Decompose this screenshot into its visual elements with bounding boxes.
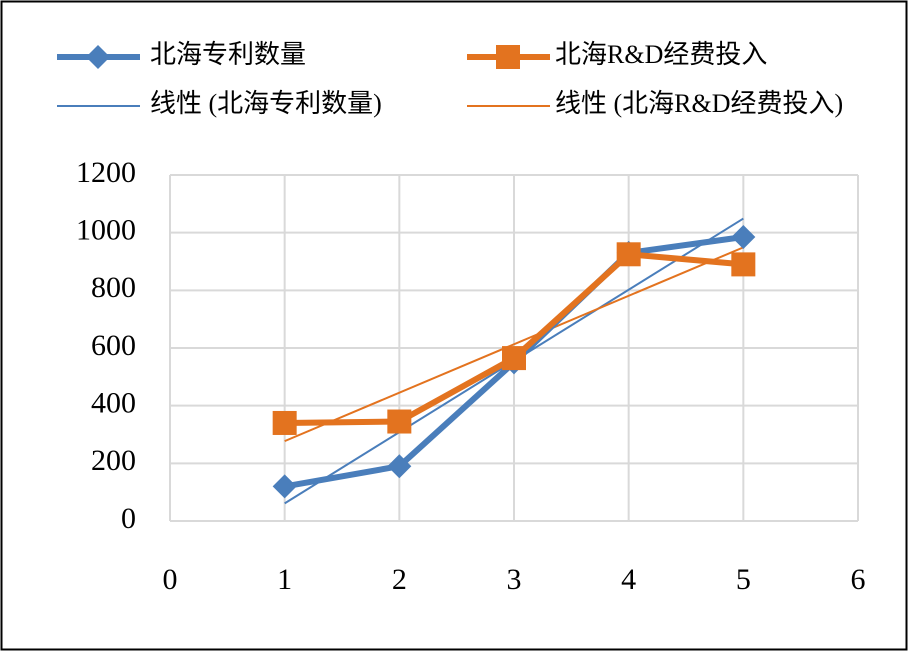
x-tick-label: 5: [736, 563, 751, 596]
marker: [387, 409, 412, 434]
y-tick-label: 800: [91, 271, 136, 304]
y-tick-label: 600: [91, 329, 136, 362]
marker: [731, 252, 756, 277]
marker: [502, 346, 526, 371]
marker: [272, 410, 297, 435]
marker: [272, 474, 297, 499]
trend-line: [284, 246, 744, 443]
x-tick-label: 3: [507, 563, 522, 596]
x-tick-label: 6: [851, 563, 866, 596]
marker: [496, 45, 520, 69]
x-tick-label: 1: [277, 563, 292, 596]
y-tick-label: 0: [121, 502, 136, 535]
legend-label: 线性 (北海专利数量): [150, 89, 382, 118]
y-tick-label: 1200: [76, 156, 136, 189]
legend-label: 北海R&D经费投入: [555, 40, 767, 69]
legend-label: 北海专利数量: [150, 40, 306, 69]
y-tick-label: 1000: [76, 214, 136, 247]
legend-label: 线性 (北海R&D经费投入): [555, 89, 843, 118]
y-tick-label: 200: [91, 444, 136, 477]
marker: [387, 454, 412, 479]
marker: [731, 224, 756, 249]
marker: [616, 242, 641, 267]
x-tick-label: 0: [163, 563, 178, 596]
marker: [86, 45, 110, 69]
x-tick-label: 4: [621, 563, 636, 596]
y-tick-label: 400: [91, 387, 136, 420]
x-tick-label: 2: [392, 563, 407, 596]
